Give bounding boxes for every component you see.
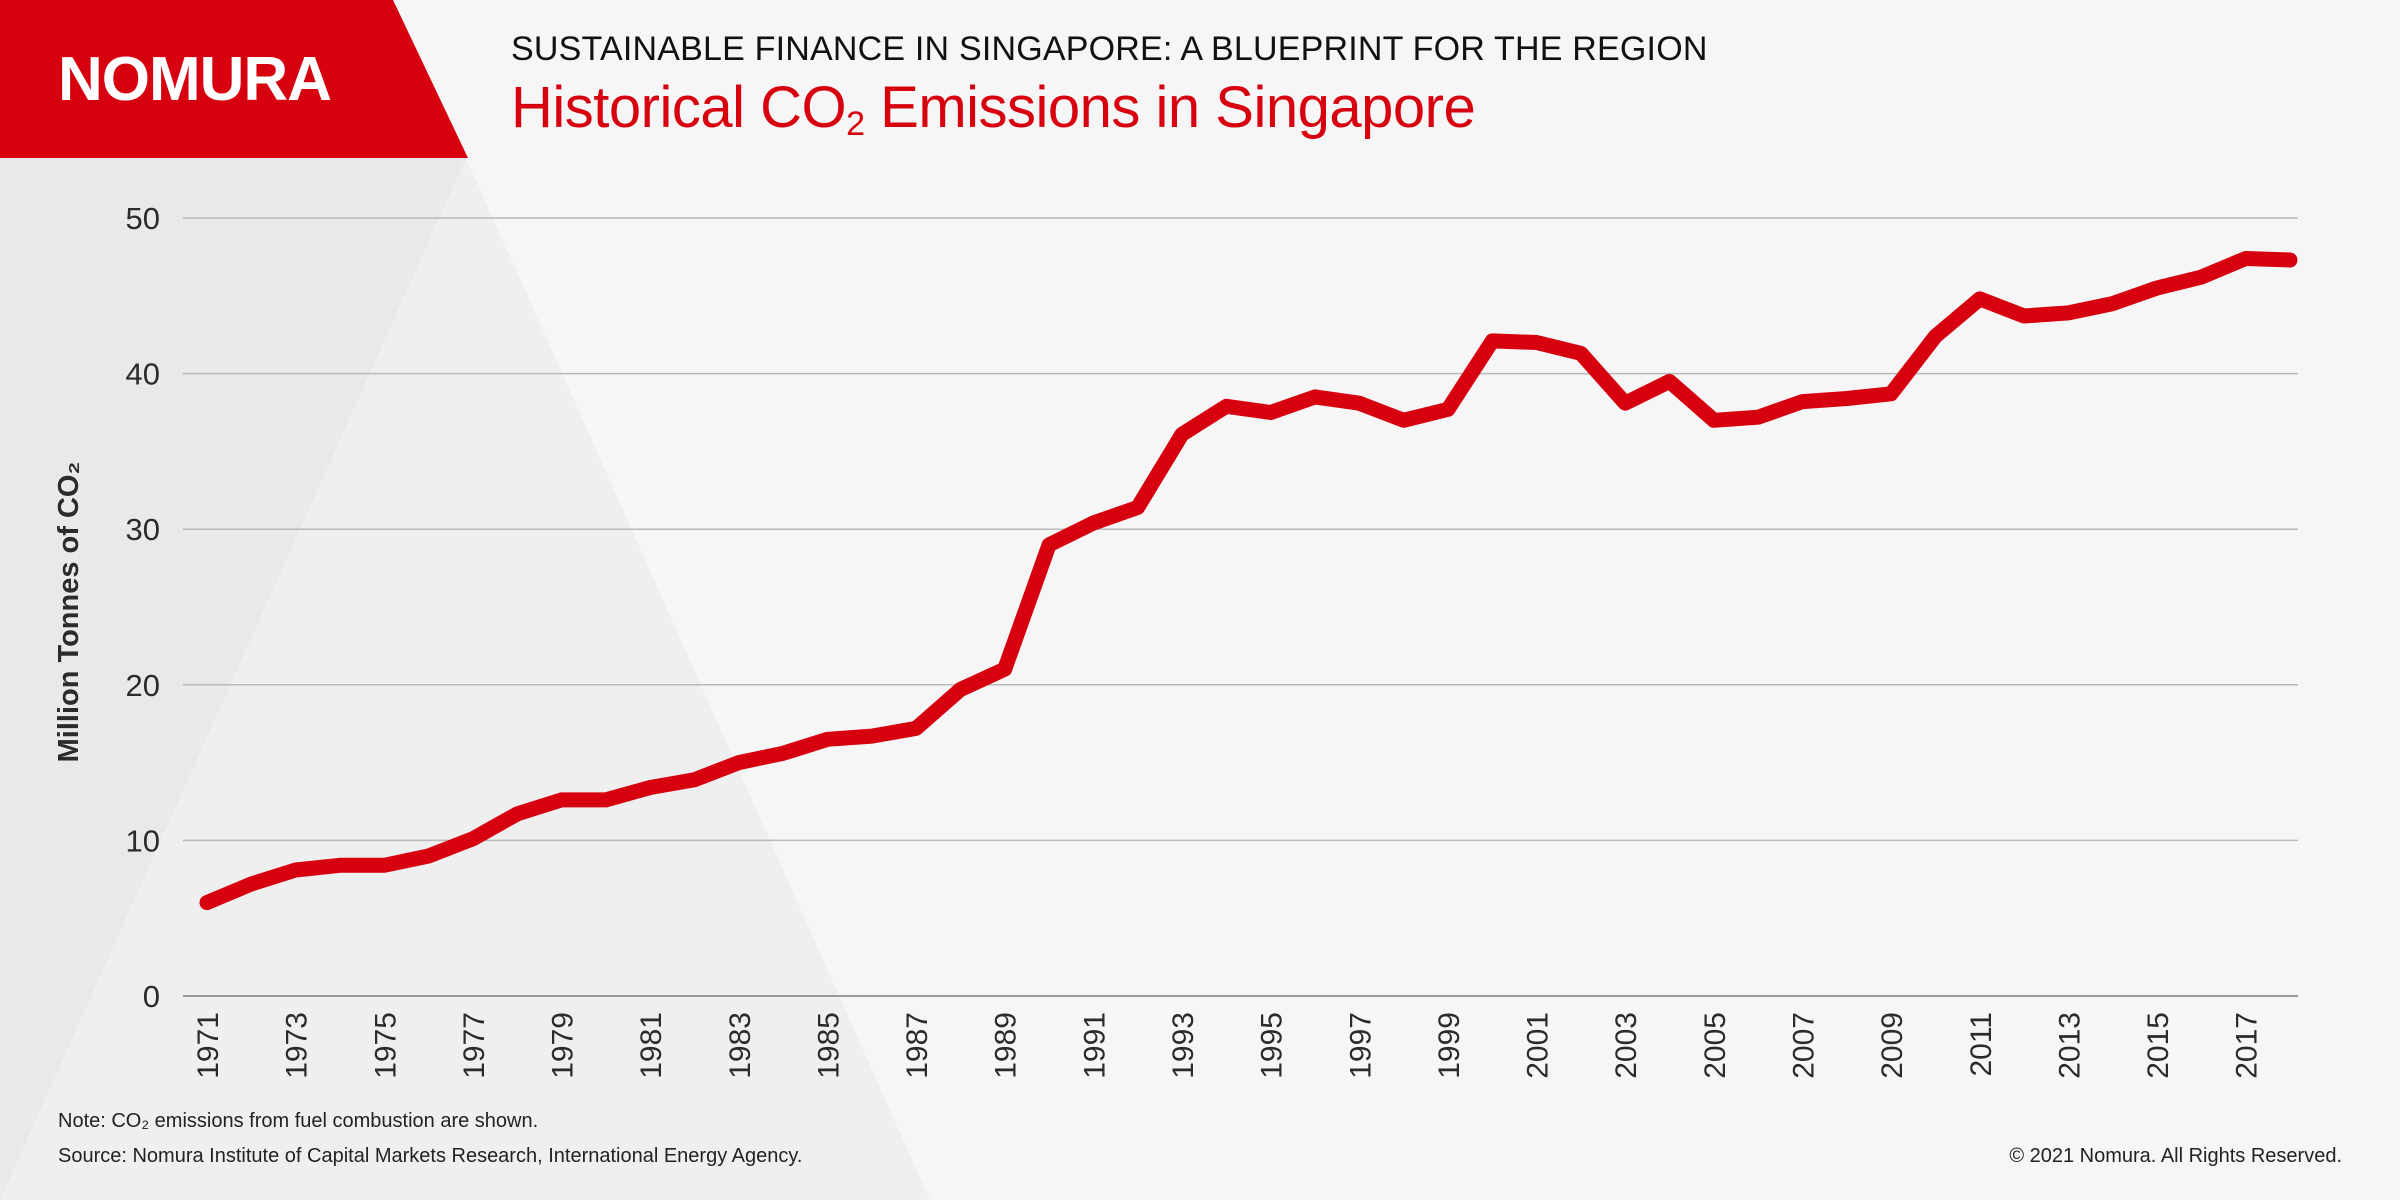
- x-tick-label: 1971: [192, 1012, 225, 1079]
- x-tick-label: 2015: [2142, 1012, 2175, 1079]
- x-tick-label: 2011: [1965, 1012, 1998, 1077]
- x-tick-label: 2005: [1699, 1012, 1732, 1079]
- x-tick-label: 1981: [635, 1012, 668, 1079]
- x-tick-label: 1995: [1256, 1012, 1289, 1079]
- triangle-decoration-light: [0, 158, 930, 1200]
- chart-source: Source: Nomura Institute of Capital Mark…: [58, 1145, 803, 1167]
- y-tick-label: 40: [126, 357, 160, 392]
- x-tick-label: 1975: [369, 1012, 402, 1079]
- chart-title-subscript: 2: [846, 105, 865, 143]
- x-tick-label: 1991: [1078, 1012, 1111, 1079]
- y-tick-label: 20: [126, 668, 160, 703]
- x-tick-label: 1997: [1344, 1012, 1377, 1079]
- x-tick-label: 1985: [812, 1012, 845, 1079]
- x-tick-label: 1987: [901, 1012, 934, 1079]
- y-tick-label: 10: [126, 823, 160, 858]
- emissions-series-line: [199, 251, 2298, 911]
- y-axis-label: Million Tonnes of CO₂: [53, 462, 85, 763]
- x-tick-labels: 1971 1973 1975 1977 1979 1981 1983 1985 1987 1989…: [192, 1012, 2264, 1079]
- gridlines: [183, 217, 2298, 997]
- copyright: © 2021 Nomura. All Rights Reserved.: [2009, 1145, 2342, 1167]
- y-tick-label: 30: [126, 512, 160, 547]
- x-tick-label: 2017: [2231, 1012, 2264, 1079]
- chart-title-main: Historical CO: [511, 75, 847, 140]
- y-tick-label: 0: [143, 979, 160, 1014]
- chart-note: Note: CO₂ emissions from fuel combustion…: [58, 1110, 539, 1132]
- x-tick-label: 1977: [458, 1012, 491, 1079]
- report-supertitle: SUSTAINABLE FINANCE IN SINGAPORE: A BLUE…: [511, 30, 1708, 68]
- x-tick-label: 1999: [1433, 1012, 1466, 1079]
- x-tick-label: 1993: [1167, 1012, 1200, 1079]
- x-tick-label: 2009: [1876, 1012, 1909, 1079]
- x-tick-label: 2003: [1610, 1012, 1643, 1079]
- x-tick-label: 1979: [547, 1012, 580, 1079]
- chart-title: Historical CO2 Emissions in Singapore: [511, 74, 1476, 144]
- chart-title-rest: Emissions in Singapore: [864, 75, 1476, 140]
- x-tick-label: 1973: [281, 1012, 314, 1079]
- y-tick-labels: 0 10 20 30 40 50: [126, 201, 160, 1014]
- nomura-logo: NOMURA: [58, 45, 331, 114]
- x-tick-label: 2013: [2053, 1012, 2086, 1079]
- x-tick-label: 2007: [1787, 1012, 1820, 1079]
- x-tick-label: 1983: [724, 1012, 757, 1079]
- y-tick-label: 50: [126, 201, 160, 236]
- logo-banner: [0, 0, 468, 158]
- x-tick-label: 2001: [1522, 1012, 1555, 1079]
- x-tick-label: 1989: [990, 1012, 1023, 1079]
